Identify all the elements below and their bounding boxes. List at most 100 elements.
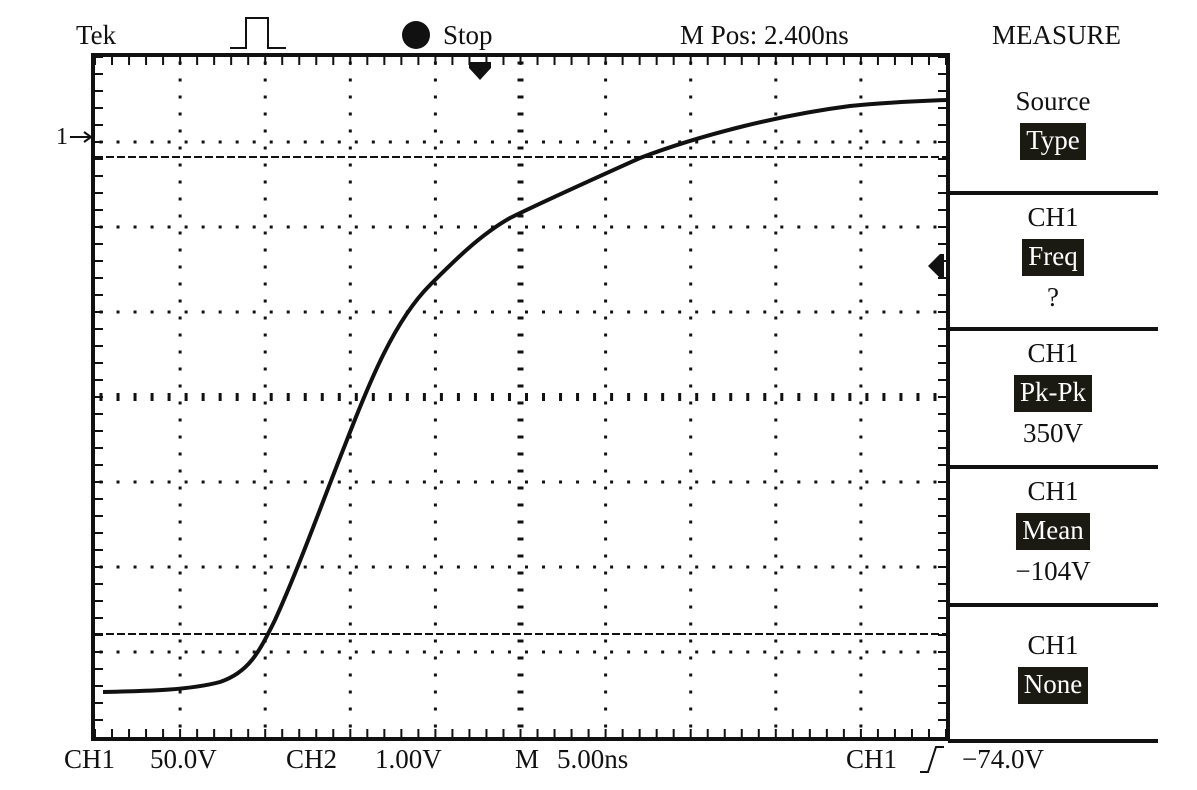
grid-dot — [627, 393, 631, 401]
grid-dot — [604, 57, 607, 65]
grid-dot — [348, 469, 352, 473]
grid-dot — [433, 146, 437, 150]
grid-dot — [303, 225, 307, 229]
grid-dot — [371, 480, 375, 484]
grid-dot — [859, 588, 863, 592]
grid-dot — [604, 469, 608, 473]
grid-dot — [517, 571, 524, 575]
grid-dot — [473, 650, 477, 654]
grid-dot — [604, 435, 608, 439]
grid-dot — [320, 310, 324, 314]
measure-slot-label: Source — [1015, 86, 1091, 116]
grid-dot — [938, 328, 946, 330]
grid-dot — [348, 588, 352, 592]
grid-dot — [133, 310, 137, 314]
grid-dot — [689, 350, 693, 354]
grid-dot — [178, 588, 182, 592]
menu-divider — [948, 739, 1158, 743]
grid-dot — [485, 57, 488, 65]
grid-dot — [95, 549, 103, 551]
grid-dot — [938, 175, 946, 177]
grid-dot — [405, 565, 409, 569]
grid-dot — [348, 112, 352, 116]
grid-dot — [303, 310, 307, 314]
grid-dot — [559, 480, 563, 484]
grid-dot — [678, 393, 682, 401]
grid-dot — [252, 650, 256, 654]
grid-dot — [604, 333, 608, 337]
grid-dot — [808, 729, 811, 737]
grid-dot — [95, 260, 103, 262]
grid-dot — [303, 650, 307, 654]
grid-dot — [213, 57, 216, 65]
grid-dot — [517, 146, 524, 150]
grid-dot — [814, 650, 818, 654]
measure-type-button[interactable]: Type — [1020, 123, 1086, 160]
grid-dot — [689, 469, 693, 473]
grid-dot — [95, 651, 103, 653]
grid-dot — [938, 243, 946, 245]
grid-dot — [517, 384, 524, 388]
grid-dot — [876, 729, 879, 737]
grid-dot — [269, 565, 273, 569]
grid-dot — [196, 57, 199, 65]
grid-dot — [763, 310, 767, 314]
grid-dot — [814, 480, 818, 484]
rising-edge-icon — [918, 744, 946, 779]
grid-dot — [281, 57, 284, 65]
measure-type-button[interactable]: None — [1017, 667, 1089, 704]
grid-dot — [348, 299, 352, 303]
grid-dot — [433, 554, 437, 558]
grid-dot — [348, 333, 352, 337]
grid-dot — [910, 729, 913, 737]
measure-type-button[interactable]: Mean — [1016, 513, 1090, 550]
grid-dot — [405, 225, 409, 229]
measure-slot-3[interactable]: CH1 Pk-Pk 350V — [948, 340, 1158, 447]
grid-dot — [774, 214, 778, 218]
measure-slot-1[interactable]: Source Type — [948, 88, 1158, 160]
grid-dot — [859, 520, 863, 524]
grid-dot — [797, 480, 801, 484]
grid-dot — [133, 140, 137, 144]
grid-dot — [695, 140, 699, 144]
measure-slot-5[interactable]: CH1 None — [948, 632, 1158, 704]
grid-dot — [712, 393, 716, 401]
grid-dot — [456, 650, 460, 654]
grid-dot — [689, 622, 693, 626]
grid-dot — [348, 486, 352, 490]
grid-dot — [133, 225, 137, 229]
grid-dot — [774, 299, 778, 303]
grid-dot — [263, 163, 267, 167]
grid-dot — [433, 571, 437, 575]
grid-dot — [178, 656, 182, 660]
grid-dot — [938, 107, 946, 109]
grid-dot — [337, 480, 341, 484]
measure-slot-4[interactable]: CH1 Mean −104V — [948, 478, 1158, 585]
grid-dot — [576, 565, 580, 569]
grid-dot — [689, 248, 693, 252]
grid-dot — [859, 707, 863, 711]
measure-type-button[interactable]: Freq — [1022, 239, 1084, 276]
grid-dot — [689, 503, 693, 507]
grid-dot — [774, 384, 778, 388]
grid-dot — [95, 719, 103, 721]
grid-dot — [263, 78, 267, 82]
grid-dot — [263, 197, 267, 201]
grid-dot — [167, 393, 171, 401]
grid-dot — [842, 57, 845, 65]
grid-dot — [95, 294, 103, 296]
grid-dot — [774, 639, 778, 643]
grid-dot — [95, 515, 103, 517]
measure-slot-2[interactable]: CH1 Freq ? — [948, 204, 1158, 311]
measure-type-button[interactable]: Pk-Pk — [1013, 375, 1093, 412]
grid-dot — [349, 729, 352, 737]
grid-dot — [780, 565, 784, 569]
grid-dot — [230, 729, 233, 737]
grid-dot — [433, 265, 437, 269]
grid-dot — [433, 452, 437, 456]
grid-dot — [859, 265, 863, 269]
grid-dot — [178, 571, 182, 575]
grid-dot — [95, 158, 103, 160]
grid-dot — [337, 650, 341, 654]
grid-dot — [133, 650, 137, 654]
